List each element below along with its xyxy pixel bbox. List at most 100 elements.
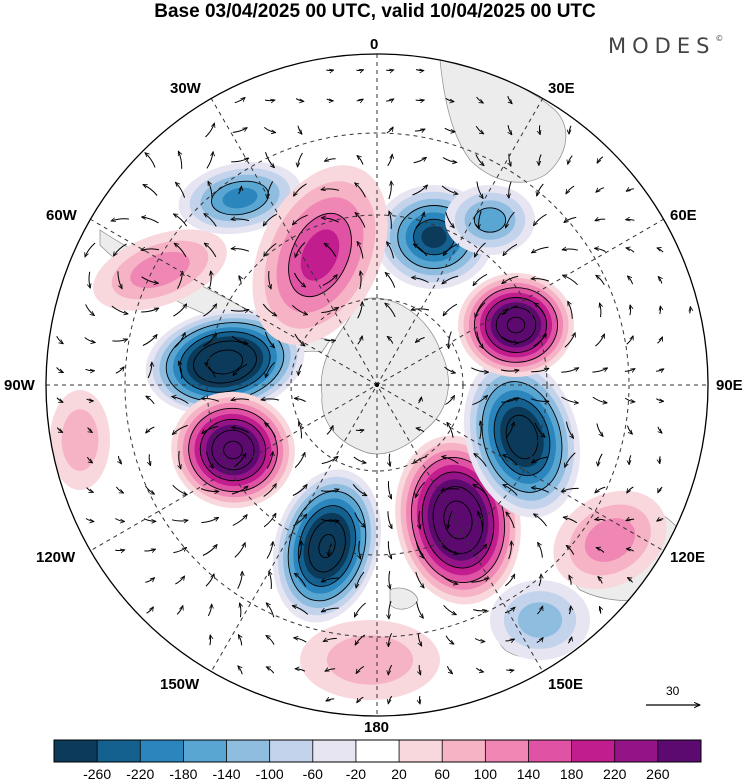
anomaly-contour-fill: [300, 229, 340, 281]
wind-vector: [445, 97, 454, 101]
anomaly-contour-line: [211, 429, 255, 471]
anomaly-contour-fill: [318, 534, 336, 558]
wind-vector: [357, 302, 363, 319]
wind-vector: [231, 219, 250, 222]
colorbar-tick-label: -60: [302, 766, 323, 782]
wind-vector: [627, 425, 633, 435]
wind-vector: [592, 368, 607, 373]
wind-vector: [473, 610, 487, 611]
wind-vector: [264, 243, 277, 257]
wind-vector: [118, 455, 121, 464]
wind-vector: [265, 423, 276, 438]
wind-vector: [233, 453, 247, 468]
wind-vector: [201, 517, 218, 524]
wind-vector: [320, 518, 339, 521]
wind-vector: [292, 214, 308, 225]
wind-vector: [657, 248, 664, 253]
wind-vector: [146, 426, 155, 433]
wind-vector: [230, 310, 249, 312]
wind-vector: [501, 398, 518, 403]
wind-vector: [386, 70, 394, 71]
wind-vector: [471, 367, 488, 372]
wind-vector: [175, 576, 184, 585]
wind-vector: [596, 548, 605, 553]
wind-vector: [172, 397, 189, 404]
wind-vector: [474, 638, 485, 642]
wind-vector: [507, 96, 512, 104]
anomaly-contour-line: [318, 533, 336, 559]
wind-vector: [533, 334, 547, 347]
wind-vector: [357, 336, 363, 345]
wind-vector: [565, 421, 573, 439]
wind-vector: [295, 98, 304, 102]
wind-vector: [173, 214, 188, 227]
anomaly-contour-line: [223, 440, 243, 460]
wind-vector: [598, 577, 603, 584]
wind-vector: [360, 271, 361, 290]
wind-vector: [657, 337, 663, 344]
anomaly-contour-line: [505, 414, 539, 460]
map-border: [45, 53, 709, 717]
wind-vector: [500, 370, 519, 371]
wind-vector: [267, 181, 274, 198]
wind-vector: [629, 455, 631, 464]
anomaly-contour-line: [443, 500, 473, 540]
wind-vector: [445, 211, 455, 228]
lon-label-30e: 30E: [548, 80, 575, 97]
wind-vector: [231, 486, 248, 495]
wind-vector: [562, 275, 578, 286]
wind-vector: [568, 301, 573, 319]
wind-vector: [264, 332, 274, 348]
wind-vector: [294, 638, 307, 643]
wind-vector: [389, 600, 392, 619]
wind-vector: [84, 337, 96, 343]
wind-vector: [413, 157, 427, 164]
wind-vector: [505, 422, 514, 439]
wind-vector: [534, 422, 545, 438]
wind-vector: [442, 275, 459, 284]
wind-vector: [595, 334, 605, 347]
wind-vector: [89, 271, 90, 288]
wind-vector: [626, 189, 634, 192]
colorbar-swatch: [97, 740, 141, 762]
anomaly-contour-line: [308, 519, 346, 573]
anomaly-contour-line: [193, 340, 257, 384]
wind-vector: [175, 182, 186, 198]
wind-vector: [446, 666, 452, 674]
wind-vector: [442, 157, 457, 163]
wind-vector: [115, 550, 125, 551]
wind-vector: [292, 485, 307, 496]
wind-vector: [206, 152, 213, 169]
wind-vector: [355, 634, 366, 645]
lon-label-60e: 60E: [670, 207, 697, 224]
wind-vector: [172, 484, 188, 495]
anomaly-contour-fill: [474, 207, 506, 233]
wind-vector: [56, 367, 64, 374]
wind-vector: [142, 217, 159, 224]
wind-vector: [471, 578, 488, 583]
wind-vector: [207, 181, 213, 199]
lon-label-150w: 150W: [160, 676, 200, 693]
colorbar-tick-label: 60: [434, 766, 450, 782]
wind-vector: [504, 574, 516, 587]
wind-vector: [597, 156, 604, 163]
wind-vector: [445, 635, 454, 644]
wind-vector: [171, 520, 188, 521]
anomaly-contour-line: [421, 471, 495, 569]
wind-vector: [141, 276, 159, 283]
wind-vector: [145, 578, 154, 583]
wind-vector: [86, 399, 94, 401]
anomaly-contour-fill: [222, 187, 258, 209]
colorbar-tick-label: 20: [391, 766, 407, 782]
anomaly-cyclone-west-atlantic: [145, 308, 305, 416]
wind-vector: [509, 181, 512, 198]
wind-vector: [479, 210, 482, 229]
wind-vector: [534, 213, 547, 225]
anomaly-field: [50, 161, 667, 700]
wind-vector: [265, 361, 275, 377]
wind-vector: [441, 489, 460, 491]
wind-vector: [269, 271, 271, 289]
wind-vector: [503, 455, 518, 466]
wind-vector: [386, 99, 394, 101]
wind-vector: [388, 181, 391, 200]
